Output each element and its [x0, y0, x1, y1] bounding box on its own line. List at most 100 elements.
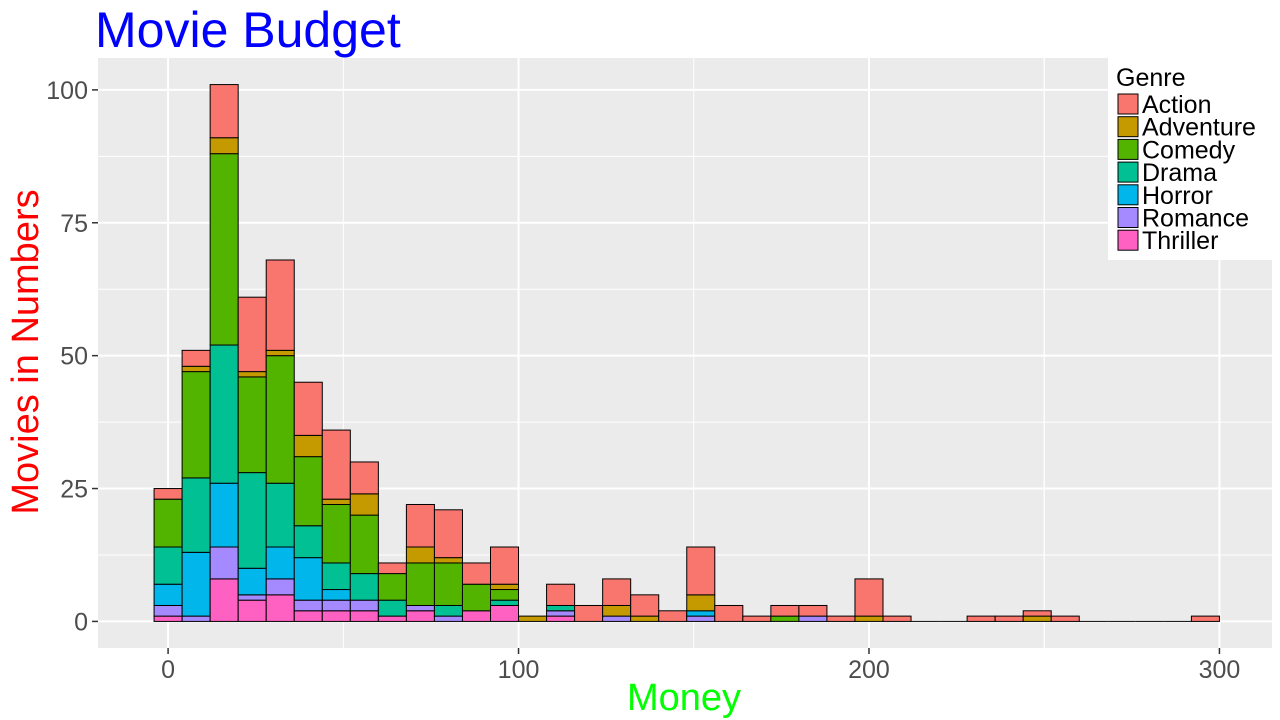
bar-romance — [237, 594, 267, 601]
bar-thriller — [349, 610, 379, 622]
bar-romance — [181, 615, 211, 622]
legend-label-horror: Horror — [1142, 182, 1213, 210]
legend-key-horror — [1117, 184, 1139, 206]
bar-thriller — [405, 610, 435, 622]
bar-romance — [686, 615, 716, 622]
bar-thriller — [237, 599, 267, 622]
bar-action — [714, 604, 744, 622]
bar-horror — [153, 583, 183, 606]
bar-action — [546, 583, 576, 606]
bar-thriller — [153, 615, 183, 622]
bar-drama — [546, 604, 576, 612]
bar-comedy — [490, 589, 520, 601]
bar-thriller — [461, 610, 492, 622]
bar-drama — [490, 599, 520, 606]
bar-action — [293, 381, 323, 436]
legend-key-adventure — [1117, 116, 1139, 138]
bar-drama — [293, 525, 323, 559]
y-tick-label: 75 — [60, 210, 88, 238]
grid-lines — [98, 58, 1272, 648]
bar-romance — [798, 615, 828, 622]
bar-thriller — [265, 594, 295, 622]
legend-label-action: Action — [1142, 91, 1211, 119]
legend-key-romance — [1117, 207, 1139, 228]
x-axis: 0 100 200 300 — [161, 648, 1240, 684]
bars-layer — [153, 84, 1220, 622]
bar-romance — [321, 599, 351, 612]
legend-key-action — [1117, 93, 1139, 115]
bar-horror — [321, 589, 351, 601]
bar-action — [574, 604, 604, 622]
x-axis-label: Money — [627, 677, 741, 719]
bar-comedy — [377, 573, 407, 601]
bar-horror — [293, 557, 323, 601]
bar-drama — [181, 477, 211, 553]
bar-drama — [265, 482, 295, 548]
bar-action — [461, 562, 492, 585]
bar-romance — [433, 615, 463, 622]
legend-key-drama — [1117, 161, 1139, 183]
bar-action — [686, 546, 716, 596]
bar-comedy — [321, 503, 351, 564]
bar-action — [405, 503, 435, 548]
y-tick-label: 100 — [46, 77, 88, 105]
bar-romance — [265, 578, 295, 596]
y-tick-label: 25 — [60, 476, 88, 504]
legend: GenreActionAdventureComedyDramaHorrorRom… — [1108, 58, 1272, 260]
bar-comedy — [209, 153, 239, 346]
bar-romance — [293, 599, 323, 612]
bar-action — [153, 488, 183, 500]
bar-adventure — [181, 365, 211, 373]
bar-drama — [321, 562, 351, 591]
bar-action — [1050, 615, 1080, 622]
bar-adventure — [518, 615, 548, 622]
bar-action — [209, 84, 239, 139]
bar-action — [237, 296, 267, 373]
bar-comedy — [461, 583, 492, 612]
bar-comedy — [153, 498, 183, 548]
bar-comedy — [405, 562, 435, 606]
bar-adventure — [1022, 615, 1052, 622]
bar-horror — [209, 482, 239, 548]
bar-romance — [602, 615, 632, 622]
bar-drama — [433, 604, 463, 617]
y-tick-label: 0 — [74, 608, 88, 636]
bar-action — [1190, 615, 1220, 622]
bar-thriller — [490, 604, 520, 622]
bar-thriller — [546, 615, 576, 622]
bar-comedy — [349, 514, 379, 575]
x-tick-label: 0 — [161, 656, 175, 684]
bar-drama — [377, 599, 407, 617]
bar-action — [1022, 610, 1052, 617]
bar-comedy — [770, 615, 800, 622]
legend-label-adventure: Adventure — [1142, 114, 1256, 142]
bar-action — [349, 461, 379, 495]
bar-action — [658, 610, 688, 622]
legend-key-thriller — [1117, 229, 1139, 251]
bar-action — [265, 259, 295, 351]
bar-action — [377, 562, 407, 575]
bar-action — [770, 604, 800, 617]
bar-drama — [153, 546, 183, 585]
bar-comedy — [265, 355, 295, 484]
bar-adventure — [265, 349, 295, 357]
bar-thriller — [377, 615, 407, 622]
bar-adventure — [293, 434, 323, 458]
x-tick-label: 300 — [1199, 656, 1241, 684]
bar-drama — [209, 344, 239, 484]
bar-action — [966, 615, 996, 622]
bar-action — [490, 546, 520, 585]
bar-adventure — [209, 137, 239, 155]
legend-label-comedy: Comedy — [1142, 136, 1236, 164]
legend-label-romance: Romance — [1142, 205, 1249, 233]
legend-key-comedy — [1117, 138, 1139, 160]
bar-action — [742, 615, 772, 622]
bar-horror — [237, 567, 267, 596]
bar-adventure — [321, 498, 351, 505]
legend-label-thriller: Thriller — [1142, 227, 1218, 255]
bar-action — [882, 615, 912, 622]
bar-action — [181, 349, 211, 367]
bar-adventure — [237, 371, 267, 378]
legend-title: Genre — [1116, 64, 1185, 92]
